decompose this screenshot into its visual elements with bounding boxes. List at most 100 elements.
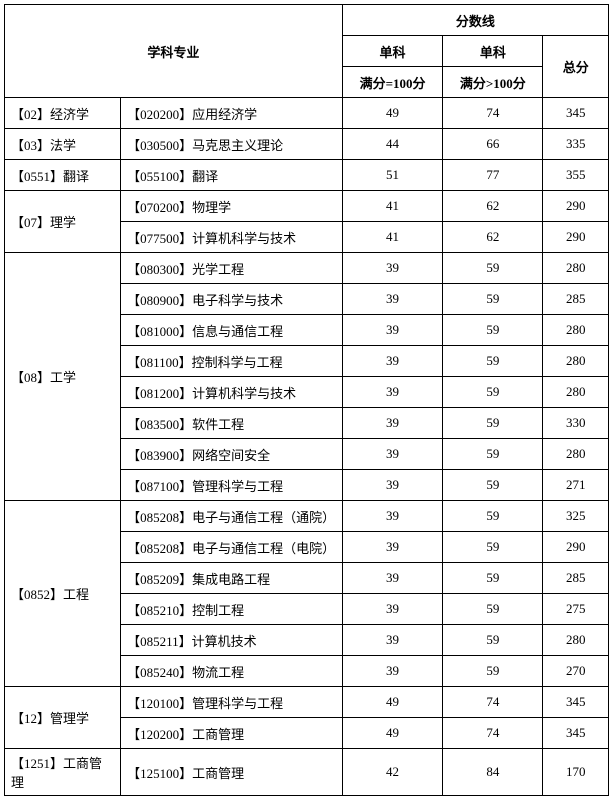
score-cell-tot: 290 [543,532,609,563]
score-cell-s2: 59 [443,656,543,687]
subject-cell: 【081200】计算机科学与技术 [121,377,343,408]
subject-cell: 【085208】电子与通信工程（通院） [121,501,343,532]
table-row: 【03】法学【030500】马克思主义理论4466335 [5,129,609,160]
score-cell-tot: 335 [543,129,609,160]
score-cell-s1: 49 [342,718,442,749]
table-row: 【0852】工程【085208】电子与通信工程（通院）3959325 [5,501,609,532]
subject-cell: 【085208】电子与通信工程（电院） [121,532,343,563]
score-cell-tot: 280 [543,253,609,284]
subject-cell: 【085211】计算机技术 [121,625,343,656]
table-row: 【1251】工商管理【125100】工商管理4284170 [5,749,609,796]
score-cell-s1: 39 [342,346,442,377]
score-cell-s2: 59 [443,501,543,532]
category-cell: 【1251】工商管理 [5,749,121,796]
score-cell-tot: 290 [543,222,609,253]
score-cell-s2: 59 [443,408,543,439]
score-cell-tot: 280 [543,625,609,656]
category-cell: 【0551】翻译 [5,160,121,191]
header-full100: 满分=100分 [342,67,442,98]
header-single2: 单科 [443,36,543,67]
score-cell-s1: 51 [342,160,442,191]
score-cell-s2: 59 [443,346,543,377]
category-cell: 【08】工学 [5,253,121,501]
subject-cell: 【120200】工商管理 [121,718,343,749]
score-cell-s1: 39 [342,563,442,594]
table-row: 【08】工学【080300】光学工程3959280 [5,253,609,284]
score-cell-tot: 271 [543,470,609,501]
score-cell-s1: 39 [342,377,442,408]
score-cell-s2: 59 [443,377,543,408]
score-cell-s1: 39 [342,594,442,625]
score-cell-tot: 330 [543,408,609,439]
score-cell-tot: 280 [543,439,609,470]
category-cell: 【12】管理学 [5,687,121,749]
score-cell-s2: 59 [443,625,543,656]
subject-cell: 【081100】控制科学与工程 [121,346,343,377]
score-cell-tot: 280 [543,315,609,346]
subject-cell: 【087100】管理科学与工程 [121,470,343,501]
score-cell-tot: 345 [543,718,609,749]
score-cell-s1: 41 [342,222,442,253]
subject-cell: 【080900】电子科学与技术 [121,284,343,315]
subject-cell: 【085209】集成电路工程 [121,563,343,594]
score-cell-s2: 59 [443,594,543,625]
score-cell-s1: 39 [342,284,442,315]
header-fullgt100: 满分>100分 [443,67,543,98]
score-cell-tot: 270 [543,656,609,687]
score-cell-s1: 39 [342,315,442,346]
subject-cell: 【077500】计算机科学与技术 [121,222,343,253]
score-cell-s2: 66 [443,129,543,160]
score-cell-s2: 74 [443,718,543,749]
subject-cell: 【020200】应用经济学 [121,98,343,129]
header-scoreline: 分数线 [342,5,608,36]
score-cell-s1: 39 [342,408,442,439]
score-cell-s2: 59 [443,253,543,284]
score-cell-tot: 345 [543,98,609,129]
score-cell-s1: 44 [342,129,442,160]
score-cell-s1: 39 [342,532,442,563]
subject-cell: 【085240】物流工程 [121,656,343,687]
score-cell-s1: 39 [342,625,442,656]
table-row: 【0551】翻译【055100】翻译5177355 [5,160,609,191]
subject-cell: 【085210】控制工程 [121,594,343,625]
score-cell-tot: 280 [543,377,609,408]
header-subject: 学科专业 [5,5,343,98]
score-cell-s1: 39 [342,470,442,501]
score-cell-tot: 170 [543,749,609,796]
category-cell: 【0852】工程 [5,501,121,687]
category-cell: 【02】经济学 [5,98,121,129]
subject-cell: 【080300】光学工程 [121,253,343,284]
score-cell-s2: 59 [443,532,543,563]
header-single1: 单科 [342,36,442,67]
subject-cell: 【081000】信息与通信工程 [121,315,343,346]
category-cell: 【07】理学 [5,191,121,253]
score-cell-s2: 74 [443,98,543,129]
subject-cell: 【055100】翻译 [121,160,343,191]
score-cell-s2: 59 [443,315,543,346]
table-row: 【07】理学【070200】物理学4162290 [5,191,609,222]
score-table: 学科专业 分数线 单科 单科 总分 满分=100分 满分>100分 【02】经济… [4,4,609,796]
score-cell-s1: 39 [342,501,442,532]
table-row: 【02】经济学【020200】应用经济学4974345 [5,98,609,129]
score-cell-tot: 355 [543,160,609,191]
score-cell-s1: 39 [342,253,442,284]
subject-cell: 【083900】网络空间安全 [121,439,343,470]
score-cell-tot: 345 [543,687,609,718]
score-cell-tot: 285 [543,284,609,315]
score-cell-s1: 42 [342,749,442,796]
score-cell-s2: 59 [443,284,543,315]
subject-cell: 【120100】管理科学与工程 [121,687,343,718]
score-cell-s2: 77 [443,160,543,191]
score-cell-s1: 41 [342,191,442,222]
score-cell-s2: 74 [443,687,543,718]
subject-cell: 【070200】物理学 [121,191,343,222]
category-cell: 【03】法学 [5,129,121,160]
score-cell-tot: 280 [543,346,609,377]
score-cell-s2: 59 [443,439,543,470]
subject-cell: 【030500】马克思主义理论 [121,129,343,160]
score-cell-s2: 84 [443,749,543,796]
score-cell-s1: 39 [342,656,442,687]
score-cell-s1: 49 [342,98,442,129]
header-total: 总分 [543,36,609,98]
score-cell-s2: 59 [443,563,543,594]
